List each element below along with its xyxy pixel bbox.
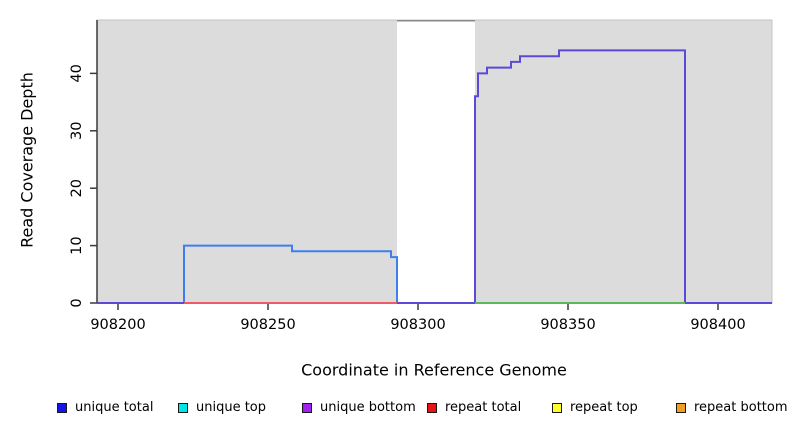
y-tick-label: 30: [69, 122, 85, 140]
x-tick-label: 908350: [540, 317, 595, 333]
y-tick-label: 40: [69, 64, 85, 82]
y-tick-label: 0: [69, 298, 85, 307]
legend-swatch-repeat-top: [552, 402, 562, 413]
legend-item-repeat-bottom: repeat bottom: [676, 400, 788, 415]
legend-label-repeat-total: repeat total: [445, 400, 522, 415]
legend-swatch-unique-bottom: [302, 402, 312, 413]
legend-label-repeat-top: repeat top: [570, 400, 638, 415]
legend-item-repeat-top: repeat top: [552, 400, 638, 415]
coverage-plot: 908200 908250 908300 908350 908400 0 10 20 30 40: [69, 19, 773, 333]
legend-swatch-unique-total: [57, 402, 67, 413]
x-tick-label: 908300: [390, 317, 445, 333]
series-unique-bottom: [97, 49, 772, 304]
legend-label-unique-top: unique top: [196, 400, 267, 415]
legend-label-unique-bottom: unique bottom: [320, 400, 416, 415]
legend-swatch-repeat-bottom: [676, 402, 686, 413]
y-axis-title: Read Coverage Depth: [17, 72, 37, 248]
region-covered-block-left: [97, 20, 397, 303]
x-tick-label: 908250: [240, 317, 295, 333]
legend-swatch-repeat-total: [427, 402, 437, 413]
legend-item-unique-bottom: unique bottom: [302, 400, 416, 415]
legend-label-repeat-bottom: repeat bottom: [694, 400, 788, 415]
series-unique-total: [183, 244, 398, 303]
x-tick-label: 908400: [690, 317, 745, 333]
y-tick-label: 20: [69, 179, 85, 197]
x-axis-title: Coordinate in Reference Genome: [301, 360, 567, 380]
legend-swatch-unique-top: [178, 402, 188, 413]
legend-item-unique-top: unique top: [178, 400, 266, 415]
legend-item-repeat-total: repeat total: [427, 400, 521, 415]
x-tick-label: 908200: [90, 317, 145, 333]
region-uncovered-gap: [397, 20, 475, 303]
region-covered-block-right: [475, 20, 772, 303]
legend-label-unique-total: unique total: [75, 400, 154, 415]
y-tick-label: 10: [69, 236, 85, 254]
legend-item-unique-total: unique total: [57, 400, 153, 415]
